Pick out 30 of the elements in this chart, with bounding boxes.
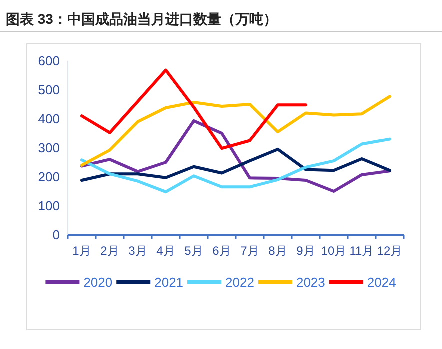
x-tick-label: 2月 <box>100 244 120 258</box>
x-tick-label: 6月 <box>212 244 232 258</box>
y-tick-label: 500 <box>38 82 60 98</box>
x-tick-label: 11月 <box>350 244 374 258</box>
x-tick-label: 7月 <box>240 244 260 258</box>
y-tick-label: 400 <box>38 112 60 126</box>
x-tick-label: 3月 <box>128 244 148 258</box>
legend-label: 2021 <box>154 275 184 290</box>
legend-label: 2024 <box>367 275 396 290</box>
x-tick-label: 8月 <box>268 244 288 258</box>
line-series <box>80 95 392 167</box>
chart-title: 图表 33：中国成品油当月进口数量（万吨） <box>6 11 278 27</box>
line-series <box>80 138 392 194</box>
x-tick-label: 9月 <box>296 244 316 258</box>
x-tick-label: 4月 <box>156 244 176 258</box>
y-tick-label: 100 <box>38 198 60 214</box>
y-tick-label: 600 <box>38 54 60 68</box>
x-tick-label: 12月 <box>377 244 403 258</box>
x-tick-label: 1月 <box>72 244 92 258</box>
y-tick-label: 200 <box>38 170 60 184</box>
legend-label: 2020 <box>84 275 113 290</box>
legend-label: 2022 <box>226 275 254 290</box>
line-series <box>80 68 308 150</box>
x-tick-label: 10月 <box>321 244 347 258</box>
x-tick-label: 5月 <box>184 244 204 258</box>
y-tick-label: 300 <box>38 140 60 156</box>
y-tick-label: 0 <box>52 228 60 242</box>
line-series <box>80 120 392 193</box>
line-series <box>80 148 392 182</box>
legend-label: 2023 <box>296 275 326 290</box>
